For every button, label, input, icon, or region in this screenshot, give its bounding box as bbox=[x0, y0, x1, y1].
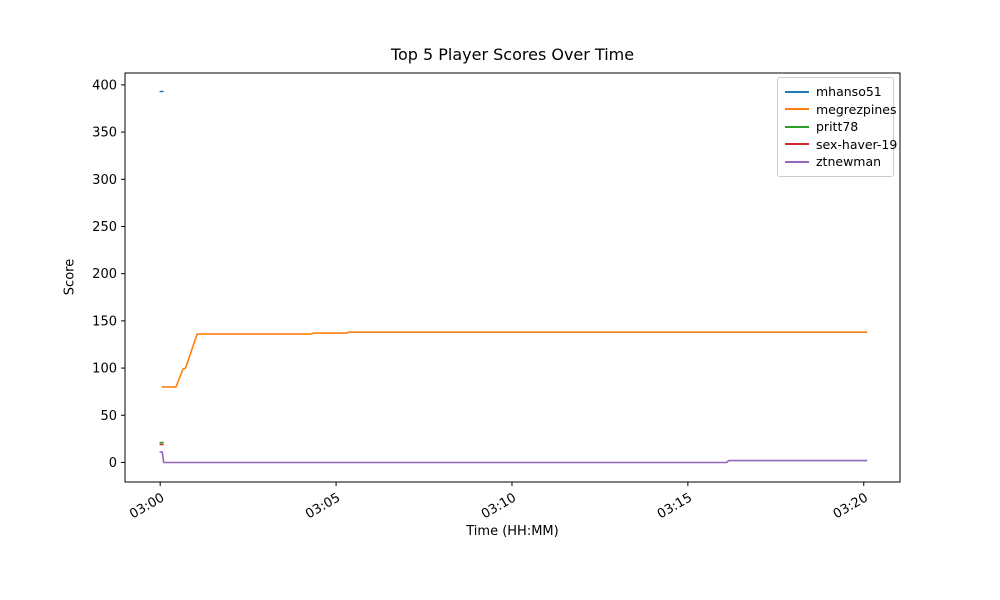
series-line-megrezpines bbox=[161, 331, 868, 388]
legend-item-ztnewman: ztnewman bbox=[785, 153, 885, 171]
legend-line-swatch bbox=[785, 90, 809, 93]
y-tick-label: 100 bbox=[92, 362, 117, 377]
x-tick-label: 03:15 bbox=[655, 490, 695, 522]
series-line-ztnewman bbox=[159, 451, 868, 464]
x-tick-label: 03:00 bbox=[127, 490, 167, 522]
x-tick-label: 03:10 bbox=[479, 490, 519, 522]
y-tick-label: 0 bbox=[109, 456, 117, 471]
legend-line-swatch bbox=[785, 108, 809, 111]
legend-item-pritt78: pritt78 bbox=[785, 118, 885, 136]
y-tick-label: 400 bbox=[92, 78, 117, 93]
y-tick-label: 150 bbox=[92, 314, 117, 329]
y-tick-label: 250 bbox=[92, 220, 117, 235]
legend: mhanso51 megrezpines pritt78 sex-haver-19 zt… bbox=[777, 77, 897, 177]
legend-item-mhanso51: mhanso51 bbox=[785, 83, 885, 101]
x-axis-label: Time (HH:MM) bbox=[466, 524, 559, 539]
legend-label: sex-haver-19 bbox=[816, 136, 898, 152]
legend-label: ztnewman bbox=[816, 154, 882, 170]
legend-item-sex-haver-19: sex-haver-19 bbox=[785, 136, 897, 154]
y-tick-label: 350 bbox=[92, 126, 117, 141]
y-tick-label: 200 bbox=[92, 267, 117, 282]
x-tick-label: 03:05 bbox=[303, 490, 343, 522]
x-tick-label: 03:20 bbox=[831, 490, 871, 522]
chart-title: Top 5 Player Scores Over Time bbox=[390, 45, 635, 64]
y-tick-label: 50 bbox=[100, 409, 117, 424]
y-tick-label: 300 bbox=[92, 173, 117, 188]
legend-label: megrezpines bbox=[816, 101, 897, 117]
legend-line-swatch bbox=[785, 143, 809, 146]
legend-line-swatch bbox=[785, 125, 809, 128]
legend-line-swatch bbox=[785, 160, 809, 163]
legend-item-megrezpines: megrezpines bbox=[785, 101, 896, 119]
axes-frame bbox=[124, 72, 901, 483]
legend-label: mhanso51 bbox=[816, 84, 882, 100]
legend-label: pritt78 bbox=[816, 119, 859, 135]
